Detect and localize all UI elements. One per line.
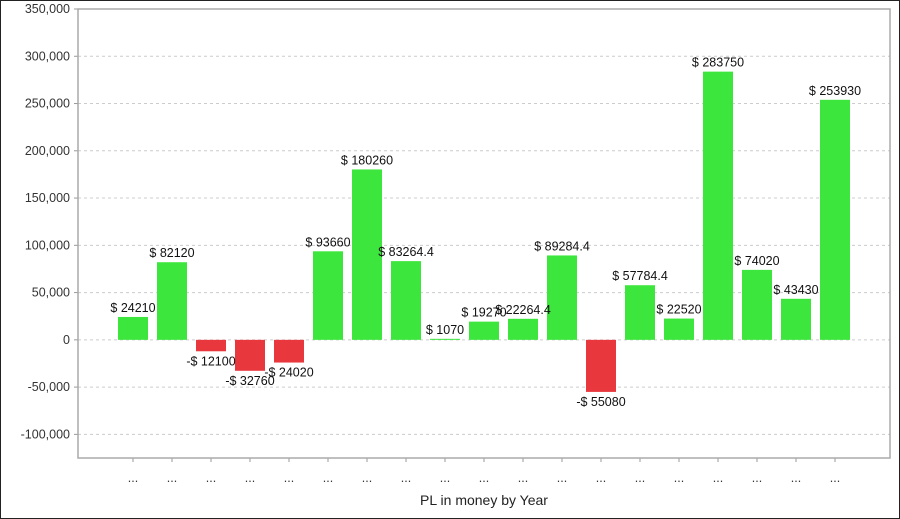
data-label: $ 74020 <box>734 254 779 268</box>
bar <box>469 321 499 340</box>
bar <box>625 285 655 340</box>
x-tick-label: ... <box>752 471 762 485</box>
plot-area <box>77 8 891 459</box>
data-label: $ 24210 <box>110 301 155 315</box>
bar <box>547 255 577 340</box>
data-label: $ 93660 <box>305 235 350 249</box>
bar <box>274 339 304 363</box>
data-label: $ 57784.4 <box>612 269 668 283</box>
grid-lines <box>78 8 890 435</box>
bar <box>118 316 148 340</box>
x-tick-label: ... <box>440 471 450 485</box>
bar <box>391 261 421 340</box>
data-label: -$ 24020 <box>264 366 313 380</box>
bar <box>664 318 694 340</box>
data-labels: $ 24210 $ 82120 -$ 12100 -$ 32760-$ 24020 $ … <box>110 56 861 409</box>
x-tick-label: ... <box>362 471 372 485</box>
x-tick-label: ... <box>323 471 333 485</box>
x-tick-label: ... <box>596 471 606 485</box>
x-tick-label: ... <box>245 471 255 485</box>
x-tick-label: ... <box>830 471 840 485</box>
x-tick-label: ... <box>128 471 138 485</box>
bar <box>781 298 811 340</box>
data-label: $ 22520 <box>656 303 701 317</box>
data-label: $ 19270 <box>461 306 506 320</box>
x-axis-title: PL in money by Year <box>420 492 548 508</box>
y-tick-label: 300,000 <box>25 49 70 63</box>
x-tick-label: ... <box>284 471 294 485</box>
bar <box>820 99 850 340</box>
x-tick-label: ... <box>518 471 528 485</box>
x-tick-label: ... <box>206 471 216 485</box>
bar <box>508 318 538 340</box>
y-tick-label: -100,000 <box>21 427 70 441</box>
x-tick-label: ... <box>635 471 645 485</box>
y-tick-label: 50,000 <box>32 286 70 300</box>
bars <box>118 71 850 392</box>
bar <box>430 338 460 340</box>
y-tick-label: 0 <box>63 333 70 347</box>
bar <box>235 339 265 371</box>
data-label: $ 1070 <box>426 323 464 337</box>
y-tick-label: 350,000 <box>25 2 70 16</box>
data-label: -$ 32760 <box>225 374 274 388</box>
bar <box>196 339 226 352</box>
data-label: $ 82120 <box>149 246 194 260</box>
y-axis-ticks: -100,000 -50,000 0 50,000 100,000 150,000 200,… <box>21 2 78 441</box>
data-label: $ 22264.4 <box>495 303 551 317</box>
data-label: -$ 55080 <box>576 395 625 409</box>
y-tick-label: 250,000 <box>25 97 70 111</box>
x-tick-label: ... <box>791 471 801 485</box>
data-label: $ 43430 <box>773 283 818 297</box>
x-tick-label: ... <box>401 471 411 485</box>
bar <box>157 262 187 340</box>
x-axis-ticks: ........................................… <box>128 458 840 485</box>
bar <box>313 251 343 340</box>
x-tick-label: ... <box>479 471 489 485</box>
x-tick-label: ... <box>557 471 567 485</box>
bar <box>742 269 772 340</box>
data-label: $ 83264.4 <box>378 245 434 259</box>
x-tick-label: ... <box>167 471 177 485</box>
data-label: $ 89284.4 <box>534 239 590 253</box>
y-tick-label: 150,000 <box>25 191 70 205</box>
data-label: $ 180260 <box>341 153 393 167</box>
bar <box>703 71 733 340</box>
bar <box>352 169 382 340</box>
data-label: -$ 12100 <box>186 354 235 368</box>
bar <box>586 339 616 392</box>
x-tick-label: ... <box>713 471 723 485</box>
y-tick-label: 100,000 <box>25 238 70 252</box>
x-tick-label: ... <box>674 471 684 485</box>
y-tick-label: -50,000 <box>28 380 70 394</box>
data-label: $ 253930 <box>809 84 861 98</box>
y-tick-label: 200,000 <box>25 144 70 158</box>
data-label: $ 283750 <box>692 56 744 70</box>
